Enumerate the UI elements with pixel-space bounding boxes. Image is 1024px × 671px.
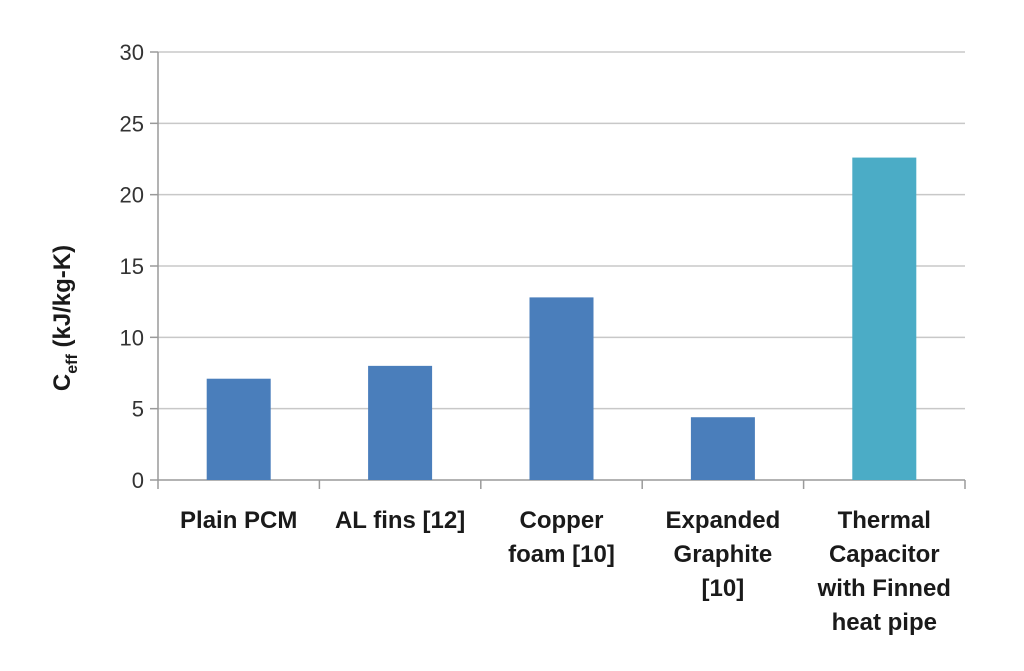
bar [690, 417, 755, 480]
y-tick-labels: 0 5 10 15 20 25 30 [120, 40, 144, 493]
x-category-labels: Plain PCM AL fins [12] Copper foam [10] Expa… [180, 507, 951, 636]
y-tick-label: 20 [120, 183, 144, 208]
y-tick-label: 15 [120, 254, 144, 279]
y-axis-label-subscript: eff [64, 354, 81, 374]
gridlines [158, 51, 965, 410]
y-tick-label: 25 [120, 111, 144, 136]
x-category-label: Plain PCM [180, 507, 297, 534]
bar [529, 297, 594, 480]
x-category-label: Thermal Capacitor with Finned heat pipe [817, 507, 951, 636]
y-tick-label: 30 [120, 40, 144, 65]
x-category-label: Expanded Graphite [10] [666, 507, 781, 602]
y-tick-label: 0 [132, 468, 144, 493]
y-axis-label-units: (kJ/kg-K) [49, 245, 76, 354]
bar [852, 157, 917, 480]
y-axis-label: Ceff (kJ/kg-K) [49, 245, 81, 391]
y-tick-label: 10 [120, 325, 144, 350]
y-axis-label-main: C [49, 374, 76, 391]
x-category-label: AL fins [12] [335, 507, 465, 534]
bars [206, 157, 917, 480]
y-tick-label: 5 [132, 397, 144, 422]
bar [368, 365, 433, 480]
x-category-label: Copper foam [10] [508, 507, 615, 568]
bar [206, 378, 271, 480]
